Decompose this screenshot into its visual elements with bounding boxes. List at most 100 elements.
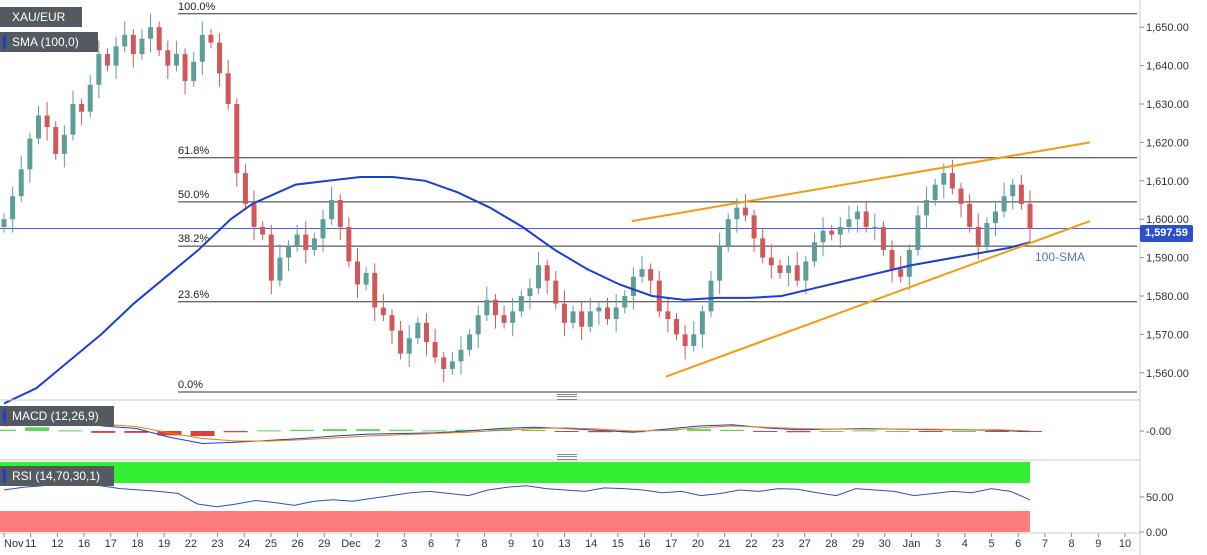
candle-body xyxy=(613,307,619,320)
x-tick-label: 7 xyxy=(1042,538,1048,550)
macd-histogram-bar xyxy=(289,429,314,431)
x-tick-label: 6 xyxy=(1015,538,1021,550)
candle-body xyxy=(906,249,912,277)
x-axis: Nov 11 12 16 17 18 19 22 23 24 25 26 29 Dec 2 3 6 7 8 9 10 13… xyxy=(0,532,1140,550)
candle-body xyxy=(251,203,257,227)
macd-histogram-bar xyxy=(455,429,480,431)
legend-symbol[interactable]: XAU/EUR xyxy=(0,7,82,27)
candle-body xyxy=(794,265,800,281)
candle-body xyxy=(630,276,636,296)
candle-body xyxy=(156,27,162,51)
x-tick-label: Dec xyxy=(341,538,361,550)
candle-body xyxy=(372,272,378,308)
panel-resize-handle-rsi[interactable] xyxy=(557,454,577,460)
macd-histogram-bar xyxy=(256,430,281,432)
candle-body xyxy=(553,280,559,304)
channel-lower-line xyxy=(665,220,1091,378)
candle-body xyxy=(510,311,516,323)
panel-resize-handle-macd[interactable] xyxy=(557,394,577,400)
x-tick-label: 16 xyxy=(78,538,90,550)
x-tick-label: 12 xyxy=(51,538,63,550)
candle-body xyxy=(286,246,292,258)
candle-body xyxy=(518,296,524,312)
x-tick-label: 22 xyxy=(745,538,757,550)
sma-color-swatch xyxy=(3,35,6,49)
candle-body xyxy=(501,315,507,323)
x-tick-label: Jan xyxy=(903,538,921,550)
candle-body xyxy=(87,84,93,112)
fib-label: 61.8% xyxy=(178,145,209,157)
x-tick-label: 7 xyxy=(455,538,461,550)
candle-body xyxy=(432,342,438,358)
candle-body xyxy=(182,54,188,81)
candle-body xyxy=(639,269,645,277)
x-tick-label: Nov xyxy=(4,538,24,550)
legend-sma[interactable]: SMA (100,0) xyxy=(0,32,98,52)
candle-body xyxy=(993,211,999,224)
x-tick-label: 29 xyxy=(852,538,864,550)
macd-panel: -0.00 xyxy=(0,399,1171,445)
macd-histogram-bar xyxy=(190,431,215,436)
candle-body xyxy=(967,203,973,227)
candle-body xyxy=(734,207,740,220)
last-price-label: 1,597.59 xyxy=(1140,225,1193,242)
y-tick-label: 1,650.00 xyxy=(1146,22,1189,34)
legend-rsi[interactable]: RSI (14,70,30,1) xyxy=(0,466,114,486)
candle-body xyxy=(941,173,947,185)
candle-body xyxy=(1010,184,1016,197)
rsi-overbought-zone xyxy=(0,462,1030,483)
candle-body xyxy=(354,261,360,285)
y-tick-label: 1,610.00 xyxy=(1146,176,1189,188)
x-tick-label: 17 xyxy=(105,538,117,550)
y-tick-label: 1,620.00 xyxy=(1146,137,1189,149)
candle-body xyxy=(406,338,412,354)
candle-body xyxy=(786,265,792,273)
candle-body xyxy=(10,196,16,220)
x-tick-label: 13 xyxy=(558,538,570,550)
candle-body xyxy=(924,200,930,216)
candle-body xyxy=(113,46,119,66)
candle-body xyxy=(1001,196,1007,212)
x-tick-label: 5 xyxy=(988,538,994,550)
candle-body xyxy=(803,261,809,281)
x-tick-label: 8 xyxy=(1069,538,1075,550)
x-tick-label: 15 xyxy=(612,538,624,550)
candle-body xyxy=(363,272,369,285)
legend-macd[interactable]: MACD (12,26,9) xyxy=(0,406,114,426)
candle-body xyxy=(398,330,404,354)
x-tick-label: 21 xyxy=(719,538,731,550)
x-tick-label: 27 xyxy=(799,538,811,550)
candle-body xyxy=(742,207,748,216)
candle-body xyxy=(423,322,429,343)
macd-histogram-bar xyxy=(124,431,149,433)
y-tick-label: 1,640.00 xyxy=(1146,61,1189,73)
candle-body xyxy=(18,169,24,197)
x-tick-label: 19 xyxy=(158,538,170,550)
x-tick-label: 9 xyxy=(1095,538,1101,550)
macd-histogram-bar xyxy=(322,429,347,431)
candle-body xyxy=(527,288,533,296)
fib-label: 100.0% xyxy=(178,1,216,13)
candle-body xyxy=(320,219,326,239)
candle-body xyxy=(346,226,352,262)
candle-body xyxy=(691,334,697,346)
macd-histogram-bar xyxy=(25,427,50,431)
candle-body xyxy=(191,61,197,81)
channel-upper-line xyxy=(631,141,1091,223)
candle-body xyxy=(561,303,567,323)
candle-body xyxy=(44,115,50,128)
candle-body xyxy=(467,334,473,350)
legend-rsi-label: RSI (14,70,30,1) xyxy=(12,469,101,483)
candle-body xyxy=(441,357,447,369)
candle-body xyxy=(958,188,964,204)
candle-body xyxy=(648,269,654,281)
candle-body xyxy=(544,265,550,281)
candle-body xyxy=(61,134,67,154)
candle-body xyxy=(380,307,386,316)
x-tick-label: 18 xyxy=(131,538,143,550)
candle-body xyxy=(1,219,7,227)
candle-body xyxy=(208,34,214,43)
candle-body xyxy=(217,42,223,74)
